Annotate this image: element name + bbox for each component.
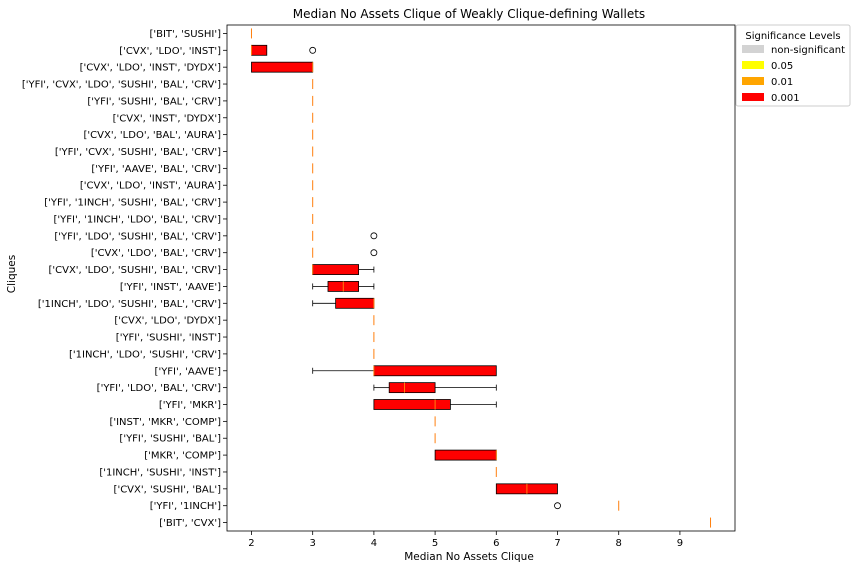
y-tick-label: ['YFI', 'LDO', 'BAL', 'CRV'] <box>97 383 221 394</box>
outlier-point <box>554 502 561 510</box>
outlier-point <box>370 232 378 240</box>
y-tick-label: ['YFI', 'SUSHI', 'BAL', 'CRV'] <box>87 96 221 107</box>
x-tick-label: 3 <box>309 538 315 549</box>
box-group <box>434 449 497 461</box>
box-group <box>554 500 620 511</box>
legend-swatch <box>742 61 764 69</box>
y-tick-label: ['YFI', 'AAVE'] <box>155 366 222 377</box>
box <box>251 44 268 56</box>
y-tick-label: ['BIT', 'SUSHI'] <box>149 29 221 40</box>
plot-frame <box>226 24 736 532</box>
y-tick-label: ['YFI', 'AAVE', 'BAL', 'CRV'] <box>91 164 221 175</box>
legend: Significance Levels non-significant 0.05 0… <box>735 24 851 107</box>
legend-frame <box>735 24 851 107</box>
y-tick-label: ['CVX', 'LDO', 'BAL', 'CRV'] <box>91 248 221 259</box>
box-group <box>495 483 558 495</box>
y-tick-label: ['1INCH', 'LDO', 'SUSHI', 'BAL', 'CRV'] <box>38 299 221 310</box>
box <box>251 61 314 73</box>
outlier-point <box>309 46 317 54</box>
legend-label: 0.001 <box>771 93 800 104</box>
x-tick-label: 9 <box>677 538 683 549</box>
x-tick-label: 8 <box>616 538 622 549</box>
y-tick-label: ['CVX', 'SUSHI', 'BAL'] <box>114 484 222 495</box>
y-tick-label: ['YFI', 'SUSHI', 'BAL'] <box>119 434 221 445</box>
legend-label: 0.05 <box>771 61 793 72</box>
y-tick-label: ['CVX', 'LDO', 'INST', 'AURA'] <box>80 181 221 192</box>
y-tick-label: ['YFI', 'CVX', 'SUSHI', 'BAL', 'CRV'] <box>55 147 221 158</box>
box-group <box>373 382 497 394</box>
y-tick-label: ['CVX', 'LDO', 'BAL', 'AURA'] <box>84 130 222 141</box>
box-group <box>312 365 497 377</box>
x-axis-label: Median No Assets Clique <box>404 551 534 563</box>
y-tick-label: ['YFI', 'CVX', 'LDO', 'SUSHI', 'BAL', 'C… <box>22 80 221 91</box>
y-tick-label: ['1INCH', 'LDO', 'SUSHI', 'CRV'] <box>69 349 221 360</box>
box <box>335 297 375 309</box>
box-group <box>251 61 314 73</box>
y-tick-label: ['YFI', '1INCH', 'LDO', 'BAL', 'CRV'] <box>54 214 222 225</box>
y-tick-label: ['MKR', 'COMP'] <box>144 451 221 462</box>
outlier-point <box>370 249 378 257</box>
chart-title: Median No Assets Clique of Weakly Clique… <box>293 7 645 21</box>
box-group <box>312 281 375 292</box>
x-tick-label: 4 <box>371 538 377 549</box>
y-tick-label: ['YFI', 'INST', 'AAVE'] <box>120 282 221 293</box>
y-tick-label: ['CVX', 'LDO', 'INST'] <box>119 46 221 57</box>
y-tick-label: ['BIT', 'CVX'] <box>159 518 221 529</box>
box-group <box>312 247 378 258</box>
legend-entries: non-significant 0.05 0.01 0.001 <box>742 45 845 104</box>
y-tick-label: ['YFI', 'MKR'] <box>159 400 221 411</box>
y-tick-label: ['1INCH', 'SUSHI', 'INST'] <box>99 467 221 478</box>
y-tick-label: ['CVX', 'INST', 'DYDX'] <box>113 113 221 124</box>
box <box>373 399 451 410</box>
x-tick-label: 2 <box>248 538 254 549</box>
box <box>373 365 497 377</box>
legend-title: Significance Levels <box>745 31 840 42</box>
legend-label: 0.01 <box>771 77 793 88</box>
y-tick-label: ['YFI', 'SUSHI', 'INST'] <box>116 333 221 344</box>
y-tick-label: ['YFI', 'LDO', 'SUSHI', 'BAL', 'CRV'] <box>54 231 221 242</box>
y-tick-label: ['CVX', 'LDO', 'INST', 'DYDX'] <box>80 63 221 74</box>
box-group <box>312 297 375 309</box>
y-tick-label: ['YFI', '1INCH', 'SUSHI', 'BAL', 'CRV'] <box>44 198 221 209</box>
y-axis-label: Cliques <box>6 255 18 293</box>
y-tick-label: ['YFI', '1INCH'] <box>150 501 221 512</box>
box <box>434 449 497 461</box>
box-group <box>312 230 378 241</box>
box-group <box>312 264 375 275</box>
x-tick-label: 7 <box>554 538 560 549</box>
plot-area: 2 3 4 5 6 7 8 9 ['BIT', 'SUSHI'] ['CVX', 'LDO', '… <box>22 24 736 549</box>
box <box>312 264 359 275</box>
y-tick-label: ['CVX', 'LDO', 'SUSHI', 'BAL', 'CRV'] <box>48 265 221 276</box>
legend-swatch <box>742 93 764 101</box>
x-tick-label: 6 <box>493 538 499 549</box>
y-tick-label: ['CVX', 'LDO', 'DYDX'] <box>114 316 221 327</box>
legend-label: non-significant <box>771 45 845 56</box>
x-tick-label: 5 <box>432 538 438 549</box>
y-tick-label: ['INST', 'MKR', 'COMP'] <box>109 417 221 428</box>
box <box>388 382 436 394</box>
box-group <box>250 44 317 56</box>
legend-swatch <box>742 45 764 53</box>
legend-swatch <box>742 77 764 85</box>
box-group <box>373 399 497 410</box>
